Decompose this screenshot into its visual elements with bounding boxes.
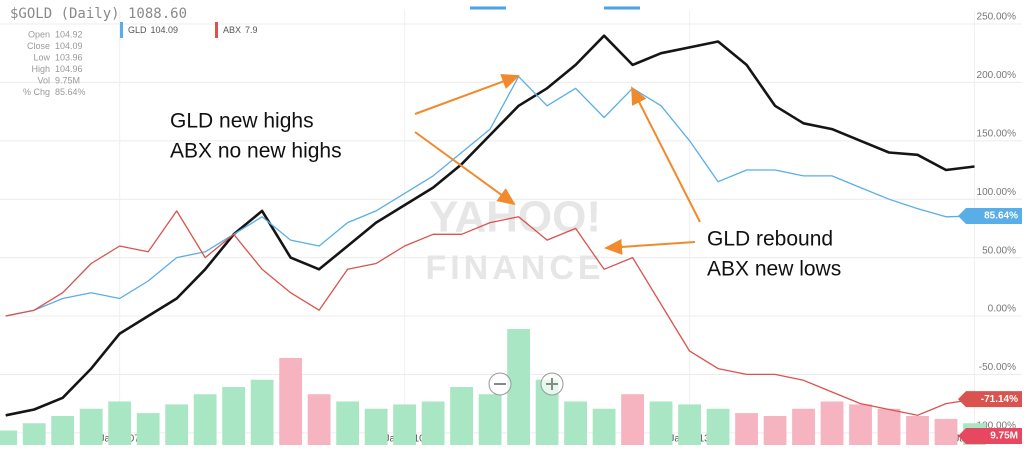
legend-entry: ABX 7.9 [223,25,258,35]
badge [958,208,1022,225]
info-label: Open [28,29,50,39]
badge [958,428,1022,444]
info-value: 85.64% [55,87,86,97]
volume-bar [193,394,217,445]
volume-bar [22,423,46,445]
series-line [5,75,975,317]
y-tick-label: -100.00% [973,420,1016,431]
info-label: Vol [37,75,50,85]
volume-bar [450,387,474,445]
volume-bar [222,387,246,445]
volume-bar [592,408,616,445]
legend-swatch [215,22,218,38]
annotation: ABX new lows [707,258,841,281]
legend-entry: GLD 104.09 [128,25,178,35]
legend-value: 104.09 [151,25,179,35]
volume-bar [421,401,445,445]
y-tick-label: 250.00% [977,12,1017,23]
badge [958,391,1022,408]
info-label: % Chg [23,87,50,97]
badge-label: -71.14% [981,394,1018,405]
y-tick-label: 100.00% [977,187,1017,198]
volume-bar [478,394,502,445]
legend-name: GLD [128,25,147,35]
watermark-text: FINANCE [425,249,604,287]
arrow [631,86,701,223]
series-line [5,210,975,416]
volume-bar [0,430,18,445]
watermark: YAHOO! FINANCE [425,193,604,287]
volume-bar [79,408,103,445]
y-tick-label: 0.00% [988,304,1016,315]
volume-bar [336,401,360,445]
volume-bar [279,358,303,445]
volume-bar [393,404,417,445]
volume [0,329,986,445]
volume-bar [906,416,929,445]
legend-name: ABX [223,25,241,35]
volume-bar [763,416,787,445]
info-value: 104.09 [55,41,83,51]
volume-bar [507,329,530,445]
info-value: 104.96 [55,64,83,74]
volume-bar [706,408,730,445]
legend: GLD 104.09 ABX 7.9 [120,22,258,38]
arrow [414,131,516,206]
badge-label: 9.75M [990,431,1018,442]
info-label: Close [27,41,50,51]
lines [5,34,975,417]
y-tick-label: -50.00% [979,362,1016,373]
volume-bar [820,401,844,445]
volume-bar [165,404,189,445]
info-panel: Open 104.92 Close 104.09 Low 103.96 High 104.96… [23,29,86,97]
legend-value: 7.9 [245,25,258,35]
volume-bar [250,379,274,445]
info-label: Low [33,52,50,62]
series-line [5,34,975,417]
volume-bar [51,416,75,445]
y-tick-label: 150.00% [977,128,1017,139]
annotation-arrows [414,74,701,255]
badge-label: 85.64% [984,211,1018,222]
volume-bar [877,408,901,445]
info-value: 103.96 [55,52,83,62]
y-tick-label: 50.00% [982,245,1016,256]
volume-bar [678,404,701,445]
volume-bar [621,394,644,445]
zoom[interactable] [488,372,564,396]
volume-bar [849,404,872,445]
info-value: 9.75M [55,75,80,85]
arrow [414,74,520,115]
volume-bar [535,379,559,445]
info-label: High [31,64,50,74]
volume-bar [934,418,958,445]
volume-bar [364,408,388,445]
volume-bar [307,394,331,445]
volume-bar [792,408,815,445]
volume-bar [108,401,132,445]
arrow [604,238,696,255]
legend-swatch [120,22,123,38]
y-tick-label: 200.00% [977,70,1017,81]
badges: 85.64% -71.14% 9.75M [958,208,1022,444]
info-value: 104.92 [55,29,83,39]
volume-bar [649,401,673,445]
chart-title: $GOLD (Daily) 1088.60 [10,6,187,22]
volume-bar [735,413,758,445]
volume-bar [564,401,587,445]
annotation: ABX no new highs [170,140,342,163]
annotation: GLD rebound [707,228,833,251]
volume-bar [136,413,160,445]
annotation: GLD new highs [170,110,314,133]
